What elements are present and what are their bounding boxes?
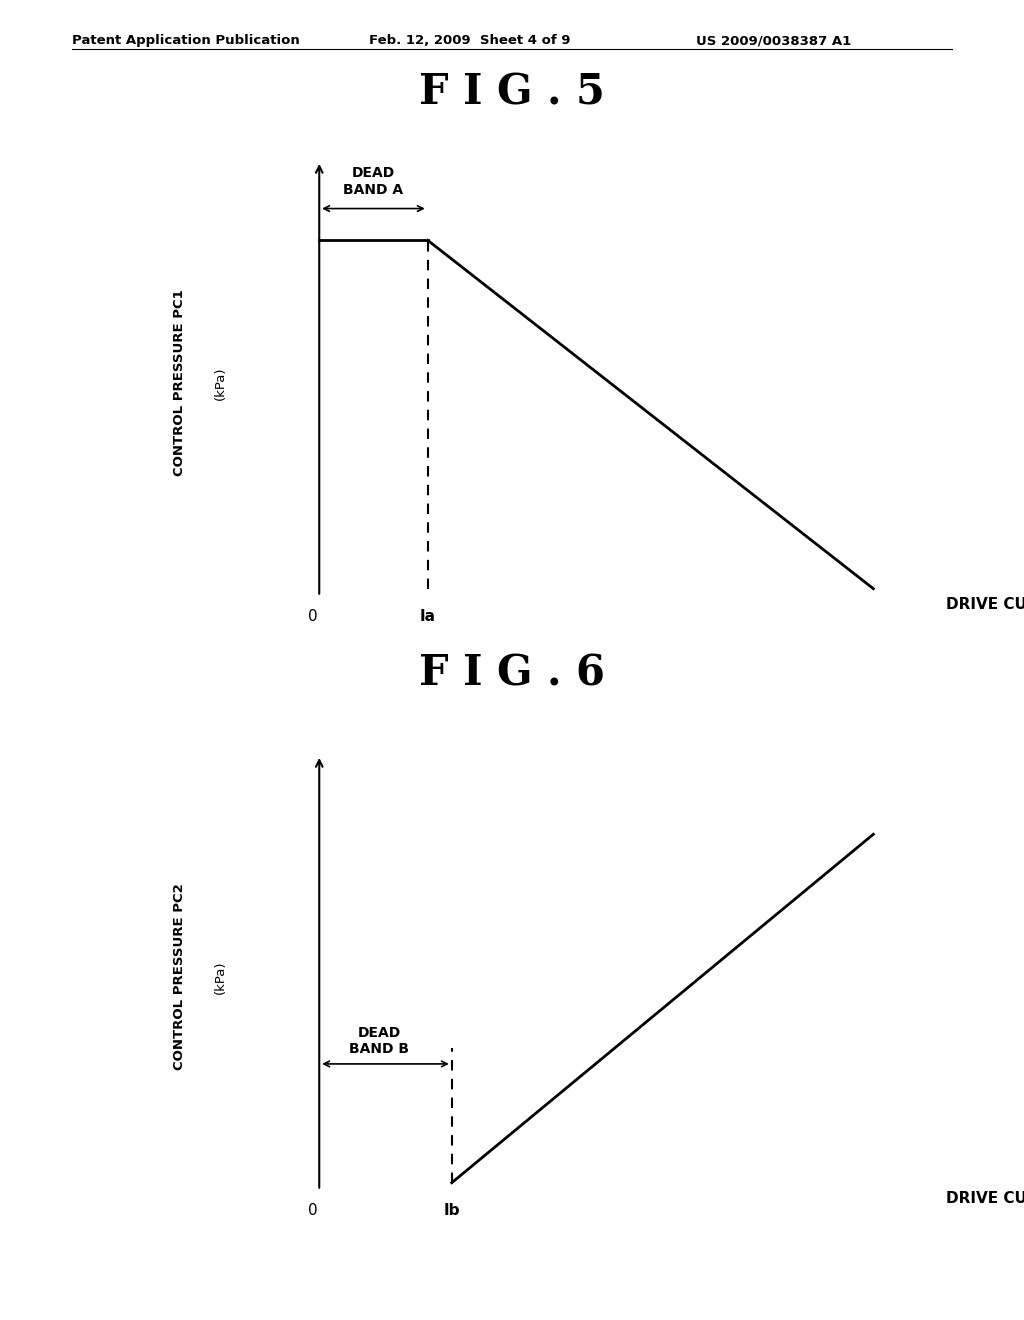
Text: 0: 0 [308, 1203, 318, 1217]
Text: DEAD
BAND B: DEAD BAND B [349, 1026, 410, 1056]
Text: Ia: Ia [420, 609, 435, 623]
Text: (kPa): (kPa) [214, 960, 226, 994]
Text: Patent Application Publication: Patent Application Publication [72, 34, 299, 48]
Text: (kPa): (kPa) [214, 366, 226, 400]
Text: F I G . 5: F I G . 5 [419, 71, 605, 114]
Text: CONTROL PRESSURE PC2: CONTROL PRESSURE PC2 [173, 883, 185, 1071]
Text: Ib: Ib [443, 1203, 460, 1217]
Text: 0: 0 [308, 609, 318, 623]
Text: US 2009/0038387 A1: US 2009/0038387 A1 [696, 34, 852, 48]
Text: DRIVE CURRENT I SOL2: DRIVE CURRENT I SOL2 [946, 1191, 1024, 1206]
Text: Feb. 12, 2009  Sheet 4 of 9: Feb. 12, 2009 Sheet 4 of 9 [369, 34, 570, 48]
Text: CONTROL PRESSURE PC1: CONTROL PRESSURE PC1 [173, 289, 185, 477]
Text: F I G . 6: F I G . 6 [419, 652, 605, 694]
Text: DRIVE CURRENT I SOL1: DRIVE CURRENT I SOL1 [946, 597, 1024, 612]
Text: DEAD
BAND A: DEAD BAND A [343, 166, 403, 197]
